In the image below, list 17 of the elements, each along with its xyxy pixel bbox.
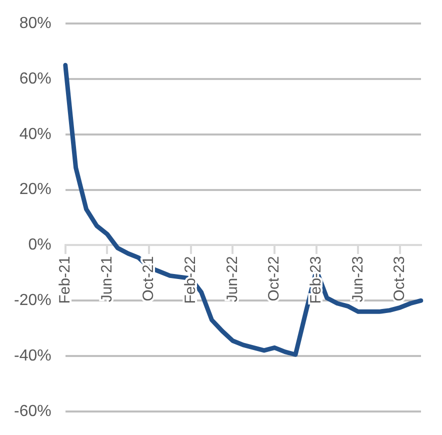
x-tick-label: Oct-22 bbox=[266, 256, 283, 302]
x-tick-label: Feb-21 bbox=[56, 256, 74, 304]
x-tick-label: Jun-23 bbox=[349, 256, 366, 302]
y-tick-label: -20% bbox=[14, 292, 52, 310]
y-tick-label: -60% bbox=[14, 402, 52, 420]
x-tick-label: Oct-23 bbox=[391, 256, 408, 302]
y-tick-label: 60% bbox=[19, 70, 52, 88]
y-tick-label: 0% bbox=[28, 236, 52, 254]
y-tick-label: 80% bbox=[19, 15, 52, 32]
x-tick-label: Feb-23 bbox=[308, 256, 325, 304]
x-tick-label: Jun-21 bbox=[98, 256, 116, 302]
y-tick-label: 40% bbox=[19, 126, 52, 143]
x-tick-label: Jun-22 bbox=[224, 256, 241, 302]
x-tick-label: Feb-22 bbox=[182, 256, 200, 304]
y-tick-label: 20% bbox=[19, 181, 52, 198]
y-tick-label: -40% bbox=[14, 347, 52, 364]
x-tick-label: Oct-21 bbox=[140, 256, 158, 302]
